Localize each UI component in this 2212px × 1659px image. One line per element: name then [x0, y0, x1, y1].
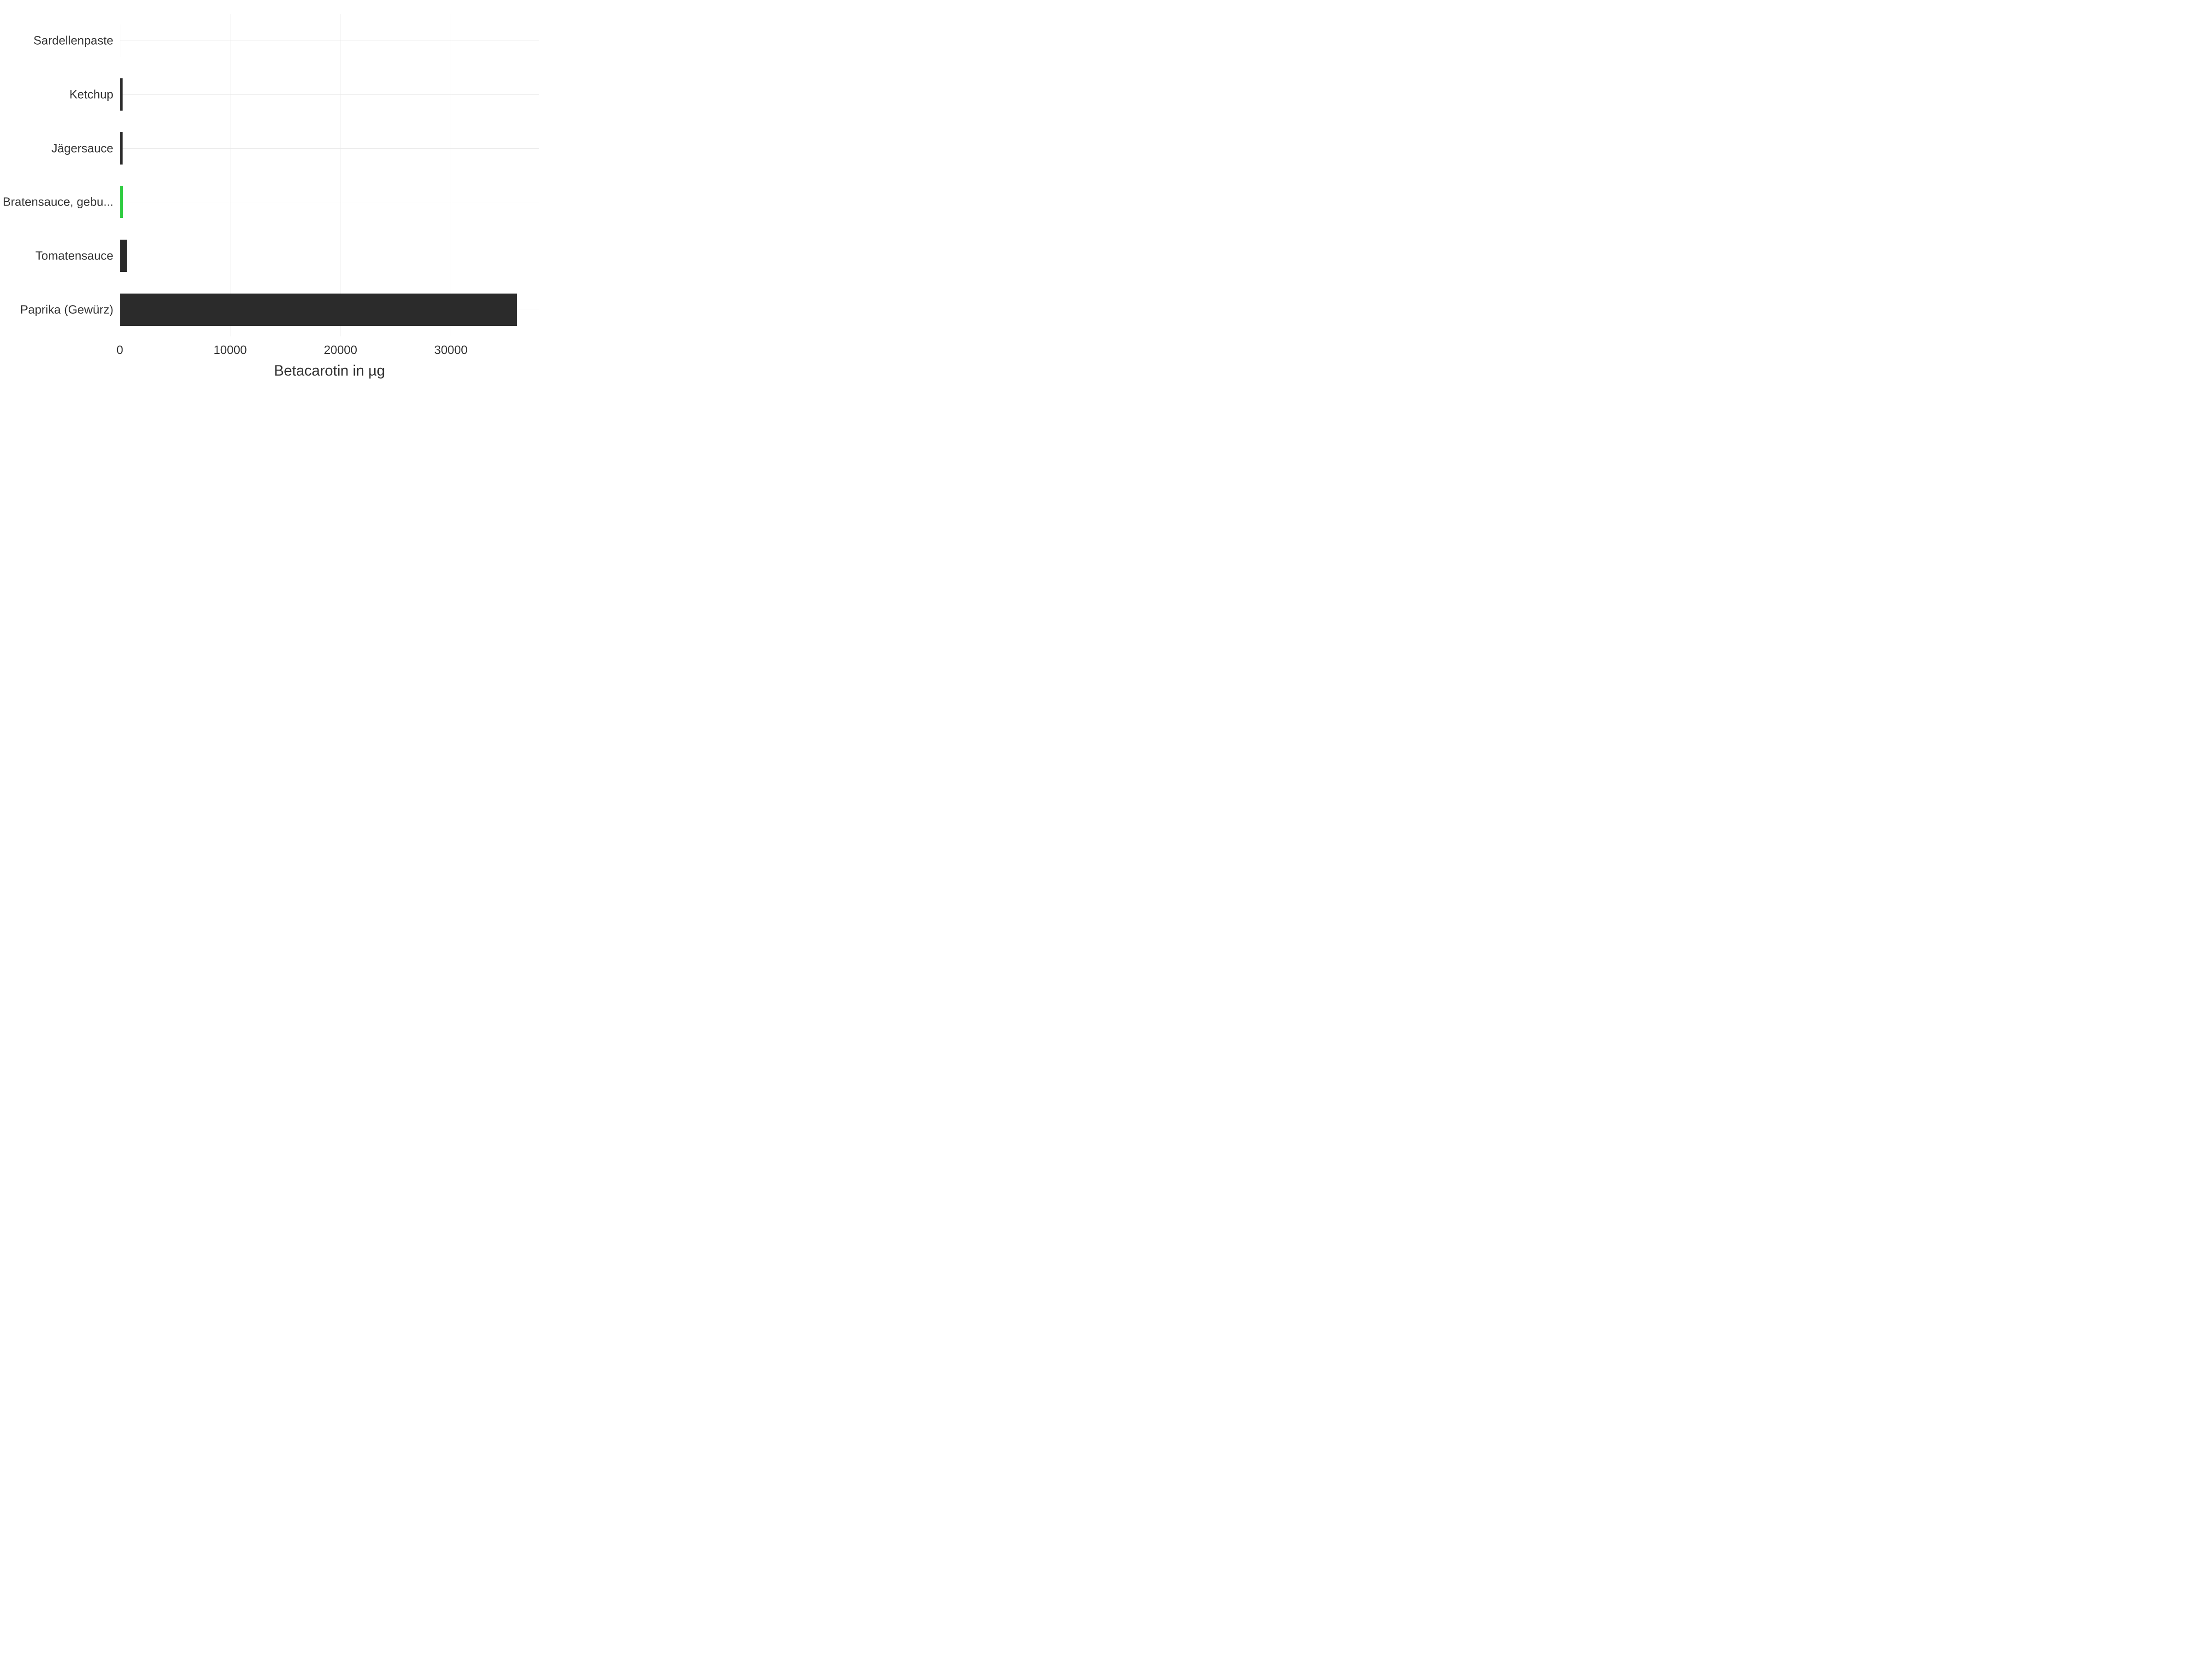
gridline-horizontal — [120, 94, 539, 95]
x-tick-label: 0 — [117, 336, 123, 357]
x-tick-label: 20000 — [324, 336, 357, 357]
betacarotene-chart: 0 10000 20000 30000 Sardellenpaste Ketchup Jäg… — [0, 0, 553, 415]
y-tick-label: Sardellenpaste — [34, 34, 120, 48]
bar — [120, 186, 123, 218]
gridline-horizontal — [120, 148, 539, 149]
y-tick-label: Ketchup — [70, 88, 120, 102]
bar — [120, 240, 127, 272]
y-tick-label: Tomatensauce — [35, 249, 120, 263]
bar — [120, 294, 517, 326]
bar — [120, 132, 123, 165]
y-tick-label: Paprika (Gewürz) — [20, 302, 120, 317]
plot-area: 0100002000030000SardellenpasteKetchupJäg… — [120, 14, 539, 336]
x-tick-label: 30000 — [434, 336, 467, 357]
x-tick-label: 10000 — [213, 336, 247, 357]
x-axis-title: Betacarotin in µg — [274, 362, 385, 379]
y-tick-label: Jägersauce — [52, 141, 120, 155]
bar — [120, 78, 123, 111]
y-tick-label: Bratensauce, gebu... — [3, 195, 120, 209]
